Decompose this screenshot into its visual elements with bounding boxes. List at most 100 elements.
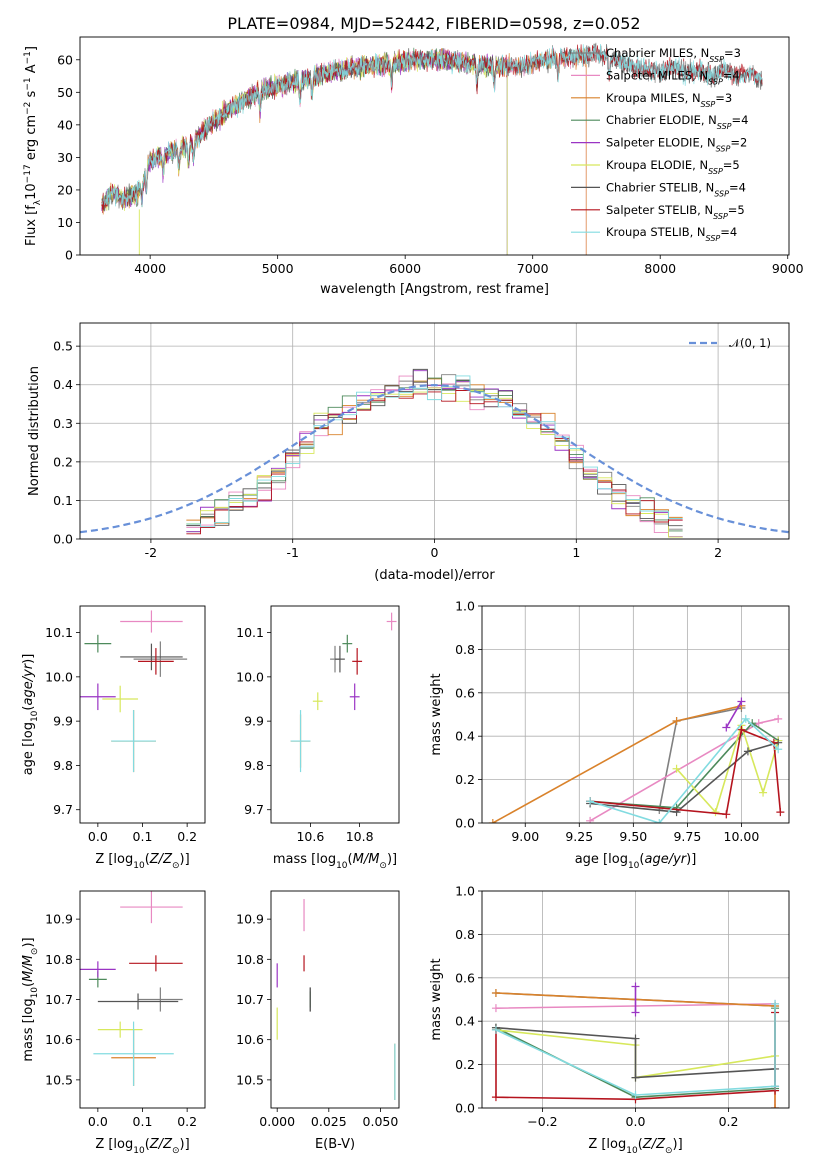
legend-suffix: =5 [723, 158, 740, 172]
legend-sub: SSP [714, 189, 729, 198]
legend-main: Kroupa MILES, N [606, 91, 701, 105]
legend-sub: SSP [708, 77, 723, 86]
label-part: 10 [628, 861, 640, 871]
weight-series-9 [589, 717, 779, 823]
label-part: )] [180, 852, 190, 867]
y-tick-label: 0.4 [455, 729, 475, 744]
y-tick-label: 9.8 [244, 758, 264, 773]
y-tick-label: 50 [57, 85, 73, 100]
label-part: )] [387, 852, 397, 867]
y-tick-label: 1.0 [455, 884, 475, 899]
x-axis-label: Z [log10(Z/Z⊙)] [95, 1137, 189, 1156]
x-tick-label: 0.050 [363, 1114, 399, 1129]
label-part: Z/Z [642, 1137, 666, 1152]
axes-frame [79, 322, 790, 540]
mass-weight-vs-metallicity-panel: −0.2 0.0 0.2 0.0 0.2 0.4 0.6 0.8 1.0 Z [log10(Z/Z… [429, 884, 790, 1156]
errorbars [80, 610, 188, 773]
y-tick-label: 30 [57, 150, 73, 165]
axes-frame [79, 605, 206, 824]
label-part: ⊙ [172, 861, 180, 871]
weight-marker [491, 1025, 500, 1034]
y-tick-label: 10.6 [236, 1032, 264, 1047]
weight-series-9 [495, 1003, 776, 1096]
y-axis-label: Flux [fλ10−17 erg cm−2 s−1 A−1] [23, 46, 43, 246]
y-tick-label: 0.8 [455, 927, 475, 942]
label-part: mass [log [21, 998, 36, 1061]
weight-marker [631, 1090, 640, 1099]
legend-sub: SSP [709, 55, 724, 64]
weight-marker [655, 819, 664, 823]
weight-marker [711, 808, 720, 817]
y-tick-label: 10.1 [236, 625, 264, 640]
figure-title: PLATE=0984, MJD=52442, FIBERID=0598, z=0… [227, 14, 640, 33]
y-axis-label: mass weight [429, 958, 444, 1040]
label-part: Z [log [588, 1137, 626, 1152]
axes-frame [270, 890, 400, 1109]
y-tick-label: 9.7 [244, 802, 264, 817]
y-tick-label: 9.9 [53, 714, 73, 729]
y-tick-label: 0.1 [53, 493, 73, 508]
histogram-series-9 [186, 375, 683, 528]
y-tick-label: 0 [65, 248, 73, 263]
y-axis-label: Normed distribution [27, 366, 42, 496]
spectrum-lines [101, 42, 763, 255]
legend-entry-5: Salpeter ELODIE, NSSP=2 [606, 136, 747, 154]
legend-main: Salpeter ELODIE, N [606, 136, 716, 150]
x-tick-label: -2 [145, 545, 157, 560]
weight-marker [722, 723, 731, 732]
weight-marker [488, 819, 497, 823]
legend-entry-8: Salpeter STELIB, NSSP=5 [606, 203, 745, 221]
y-tick-label: 10 [57, 215, 73, 230]
y-tick-label: 10.8 [45, 952, 73, 967]
weight-marker [491, 988, 500, 997]
y-tick-label: 10.8 [236, 952, 264, 967]
x-tick-label: 7000 [517, 261, 549, 276]
weight-marker [771, 1082, 780, 1091]
y-axis-label: age [log10(age/yr)] [21, 654, 40, 776]
x-tick-label: −0.2 [527, 1114, 557, 1129]
legend-main: Kroupa STELIB, N [606, 225, 706, 239]
label-part: age [log [575, 852, 628, 867]
x-tick-label: 9.25 [565, 829, 593, 844]
label-part: age/yr [21, 662, 36, 705]
x-tick-label: 10.6 [296, 829, 324, 844]
legend-suffix: =3 [724, 46, 741, 60]
label-part: Normed distribution [27, 366, 42, 496]
label-part: E(B-V) [315, 1137, 355, 1152]
legend-sub: SSP [701, 99, 716, 108]
y-tick-label: 0.5 [53, 339, 73, 354]
x-tick-label: 0.1 [133, 1114, 153, 1129]
legend-main: Salpeter STELIB, N [606, 203, 713, 217]
weight-series-4 [590, 722, 779, 809]
x-tick-label: 9.50 [619, 829, 647, 844]
y-tick-label: 10.5 [236, 1072, 264, 1087]
residual-histogram-panel: -2 -1 0 1 2 0.0 0.1 0.2 0.3 0.4 0.5 𝒩(0, 1) (data-mo… [27, 322, 790, 583]
legend-sub: SSP [717, 122, 732, 131]
x-tick-label: 0.0 [88, 829, 108, 844]
x-tick-label: 0.0 [626, 1114, 646, 1129]
y-tick-label: 0.6 [455, 970, 475, 985]
label-part: ] [24, 46, 39, 51]
y-tick-label: 0.8 [455, 642, 475, 657]
weight-marker [672, 717, 681, 726]
x-tick-label: 9.00 [511, 829, 539, 844]
y-tick-label: 10.0 [45, 669, 73, 684]
x-tick-label: 0.1 [133, 829, 153, 844]
legend-sub: SSP [708, 167, 723, 176]
label-part: −17 [23, 164, 33, 183]
label-part: Flux [f [24, 205, 39, 246]
y-tick-label: 40 [57, 117, 73, 132]
errorbars [276, 899, 396, 1100]
legend-suffix: =4 [729, 180, 746, 194]
label-part: ( [639, 852, 644, 867]
legend-entry-1: Chabrier MILES, NSSP=3 [606, 46, 741, 64]
errorbars [290, 612, 397, 773]
legend-suffix: =4 [720, 225, 737, 239]
y-tick-label: 10.5 [45, 1072, 73, 1087]
weight-marker [737, 697, 746, 706]
weight-marker [759, 788, 768, 797]
age-vs-metallicity-panel: 0.0 0.1 0.29.79.89.910.010.1Z [log10(Z/Z⊙)… [21, 605, 206, 871]
label-part: Z [log [95, 1137, 133, 1152]
y-tick-label: 20 [57, 182, 73, 197]
label-part: λ [33, 199, 43, 205]
